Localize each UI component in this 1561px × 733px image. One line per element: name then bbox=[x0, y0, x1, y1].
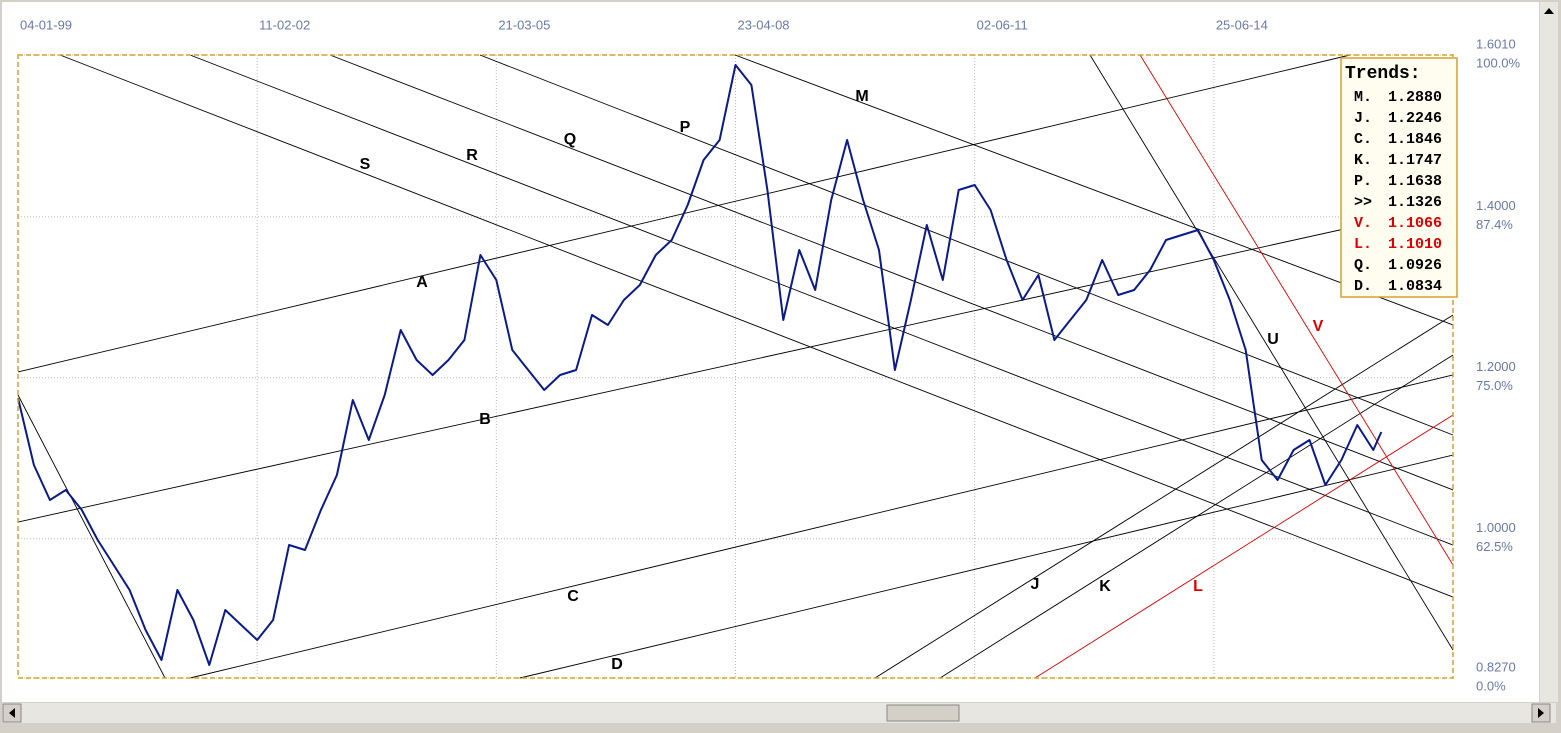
x-tick-label: 25-06-14 bbox=[1216, 17, 1268, 32]
percent-label: 100.0% bbox=[1476, 55, 1521, 70]
percent-label: 62.5% bbox=[1476, 539, 1513, 554]
chart-area bbox=[2, 2, 1539, 702]
price-line bbox=[17, 64, 1383, 666]
legend-value: 1.1010 bbox=[1388, 236, 1442, 253]
trend-label: M bbox=[855, 88, 868, 105]
vertical-scrollbar[interactable] bbox=[1540, 2, 1558, 702]
trend-line bbox=[17, 394, 166, 679]
trend-line bbox=[519, 454, 1454, 679]
plot: 04-01-99 11-02-02 21-03-05 23-04-08 02-06-11… bbox=[17, 17, 1521, 693]
legend-value: 1.0926 bbox=[1388, 257, 1442, 274]
trend-label: K bbox=[1099, 578, 1111, 595]
y-tick-label: 1.6010 bbox=[1476, 36, 1516, 51]
scroll-thumb[interactable] bbox=[886, 704, 960, 722]
legend-value: 1.1747 bbox=[1388, 152, 1442, 169]
legend-title: Trends: bbox=[1345, 64, 1421, 84]
y-tick-label: 0.8270 bbox=[1476, 659, 1516, 674]
trend-label: P bbox=[680, 119, 691, 136]
percent-label: 87.4% bbox=[1476, 217, 1513, 232]
trend-line bbox=[874, 314, 1454, 679]
trend-label: J bbox=[1031, 576, 1040, 593]
legend-name: D. bbox=[1354, 278, 1372, 295]
y-tick-label: 1.2000 bbox=[1476, 359, 1516, 374]
legend-name: P. bbox=[1354, 173, 1372, 190]
trend-line bbox=[939, 354, 1454, 679]
percent-label: 0.0% bbox=[1476, 678, 1506, 693]
trend-label: V bbox=[1313, 318, 1324, 335]
percent-label: 75.0% bbox=[1476, 378, 1513, 393]
trend-line bbox=[1089, 54, 1454, 651]
trend-line bbox=[189, 374, 1454, 679]
x-tick-label: 04-01-99 bbox=[20, 17, 72, 32]
legend-name: C. bbox=[1354, 131, 1372, 148]
trend-label: B bbox=[479, 411, 491, 428]
trend-line bbox=[329, 54, 1454, 491]
scroll-left-arrow bbox=[9, 708, 15, 718]
trend-line bbox=[1139, 54, 1454, 566]
y-tick-label: 1.4000 bbox=[1476, 198, 1516, 213]
trend-label: S bbox=[360, 156, 371, 173]
trend-label: U bbox=[1267, 331, 1279, 348]
trend-line bbox=[189, 54, 1454, 546]
legend-box bbox=[1340, 57, 1458, 298]
trend-label: A bbox=[416, 274, 428, 291]
legend-value: 1.1066 bbox=[1388, 215, 1442, 232]
x-tick-label: 23-04-08 bbox=[738, 17, 790, 32]
legend-value: 1.0834 bbox=[1388, 278, 1442, 295]
x-tick-label: 21-03-05 bbox=[498, 17, 550, 32]
legend-name: J. bbox=[1354, 110, 1372, 127]
trend-line bbox=[59, 54, 1454, 598]
legend-name: K. bbox=[1354, 152, 1372, 169]
trends-legend: Trends: M. 1.2880 J. 1.2246 C. 1.1846 K. 1.1747… bbox=[1340, 57, 1458, 298]
trend-line bbox=[479, 54, 1454, 436]
legend-name: Q. bbox=[1354, 257, 1372, 274]
trend-label: D bbox=[611, 656, 623, 673]
trend-label: L bbox=[1193, 578, 1203, 595]
legend-name: V. bbox=[1354, 215, 1372, 232]
legend-name: M. bbox=[1354, 89, 1372, 106]
scroll-right-arrow bbox=[1538, 708, 1544, 718]
x-tick-label: 11-02-02 bbox=[259, 17, 310, 32]
legend-value: 1.2246 bbox=[1388, 110, 1442, 127]
trend-line bbox=[1034, 414, 1454, 679]
trend-label: Q bbox=[564, 131, 576, 148]
legend-value: 1.1846 bbox=[1388, 131, 1442, 148]
trend-label: C bbox=[567, 588, 579, 605]
legend-value: 1.1638 bbox=[1388, 173, 1442, 190]
legend-name: L. bbox=[1354, 236, 1372, 253]
scroll-up-arrow[interactable] bbox=[1544, 8, 1554, 14]
legend-value: 1.1326 bbox=[1388, 194, 1442, 211]
trend-label: R bbox=[466, 147, 478, 164]
y-tick-label: 1.0000 bbox=[1476, 520, 1516, 535]
trend-line bbox=[734, 54, 1454, 326]
legend-name: >> bbox=[1354, 194, 1372, 211]
plot-border bbox=[17, 54, 1454, 679]
horizontal-scrollbar[interactable] bbox=[2, 703, 1556, 723]
legend-value: 1.2880 bbox=[1388, 89, 1442, 106]
x-tick-label: 02-06-11 bbox=[977, 17, 1028, 32]
